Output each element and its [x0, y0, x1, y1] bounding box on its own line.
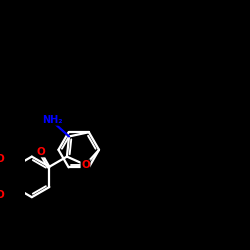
Text: O: O [36, 147, 45, 157]
Text: O: O [0, 154, 4, 164]
Text: O: O [0, 190, 4, 200]
Text: NH₂: NH₂ [42, 115, 63, 125]
Text: O: O [81, 160, 90, 170]
